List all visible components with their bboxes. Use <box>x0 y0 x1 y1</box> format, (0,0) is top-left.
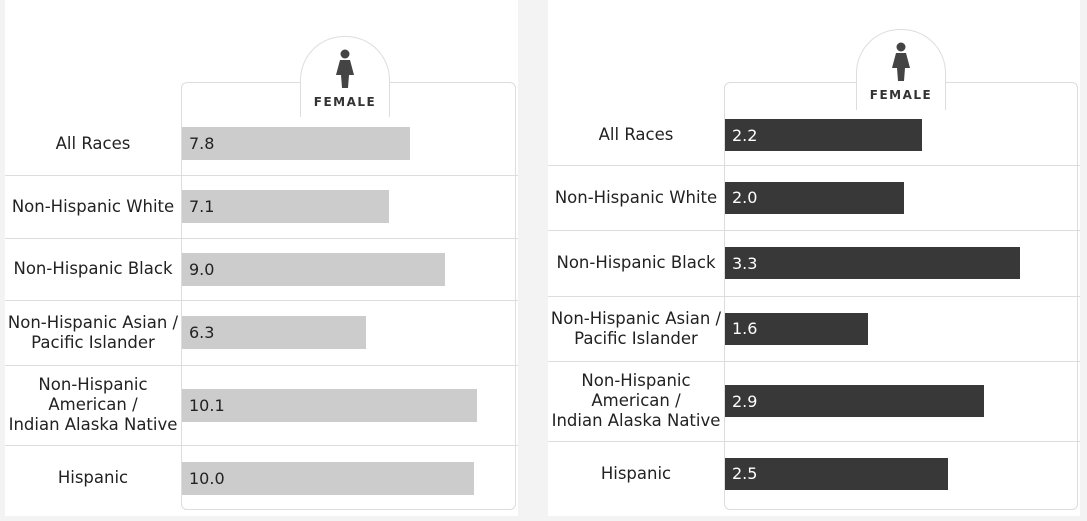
row: Non-Hispanic White 2.0 <box>548 165 1080 231</box>
row: Non-Hispanic Black 3.3 <box>548 230 1080 297</box>
category-label: Hispanic <box>600 463 672 483</box>
value-label: 3.3 <box>732 253 758 273</box>
value-label: 2.9 <box>732 391 758 411</box>
category-label: Non-Hispanic White <box>11 196 175 216</box>
value-label: 2.0 <box>732 188 758 207</box>
female-icon <box>336 49 354 88</box>
bar <box>182 388 477 422</box>
value-label: 10.1 <box>189 395 225 415</box>
row: All Races 7.8 <box>5 112 518 176</box>
value-label: 1.6 <box>732 319 758 338</box>
bar <box>725 312 869 345</box>
category-label: Non-Hispanic Black <box>13 259 173 278</box>
bar <box>725 457 949 490</box>
row: Non-Hispanic American / Indian Alaska Na… <box>5 365 518 446</box>
chart-panel: FEMALE All Races 7.8 Non-Hispanic White 7.1 N… <box>5 0 518 516</box>
value-label: 9.0 <box>189 259 215 279</box>
row: Non-Hispanic White 7.1 <box>5 175 518 239</box>
bar <box>725 385 985 417</box>
bar <box>725 119 922 151</box>
bar <box>182 316 366 349</box>
bar <box>182 190 390 223</box>
bar <box>725 247 1020 279</box>
value-label: 10.0 <box>189 468 225 488</box>
row: Non-Hispanic Asian / Pacific Islander 6.3 <box>5 300 518 366</box>
row: Non-Hispanic Asian / Pacific Islander 1.6 <box>548 296 1080 362</box>
value-label: 6.3 <box>189 323 215 342</box>
row: All Races 2.2 <box>548 105 1080 166</box>
category-label: Non-Hispanic Asian / Pacific Islander <box>7 312 179 352</box>
female-icon <box>892 42 910 81</box>
category-label: Non-Hispanic American / Indian Alaska Na… <box>551 371 721 430</box>
chart-panel: FEMALE All Races 2.2 Non-Hispanic White 2.0 N… <box>548 0 1080 516</box>
row: Hispanic 2.5 <box>548 441 1080 506</box>
category-label: All Races <box>55 133 131 153</box>
value-label: 7.1 <box>189 197 215 216</box>
category-label: Non-Hispanic White <box>554 187 718 207</box>
row: Non-Hispanic American / Indian Alaska Na… <box>548 361 1080 442</box>
column-header: FEMALE <box>869 88 933 102</box>
category-label: All Races <box>598 125 674 144</box>
header-tab: FEMALE <box>300 36 390 117</box>
value-label: 2.5 <box>732 464 758 483</box>
category-label: Non-Hispanic American / Indian Alaska Na… <box>8 375 178 434</box>
category-label: Hispanic <box>57 468 129 487</box>
bar <box>725 181 904 214</box>
bar <box>182 127 410 160</box>
category-label: Non-Hispanic Black <box>556 253 716 272</box>
bar <box>182 461 475 495</box>
row: Hispanic 10.0 <box>5 445 518 511</box>
column-header: FEMALE <box>313 95 377 109</box>
header-tab: FEMALE <box>856 29 946 110</box>
value-label: 2.2 <box>732 125 758 145</box>
category-label: Non-Hispanic Asian / Pacific Islander <box>550 308 722 348</box>
bar <box>182 252 445 286</box>
value-label: 7.8 <box>189 134 215 153</box>
row: Non-Hispanic Black 9.0 <box>5 238 518 301</box>
